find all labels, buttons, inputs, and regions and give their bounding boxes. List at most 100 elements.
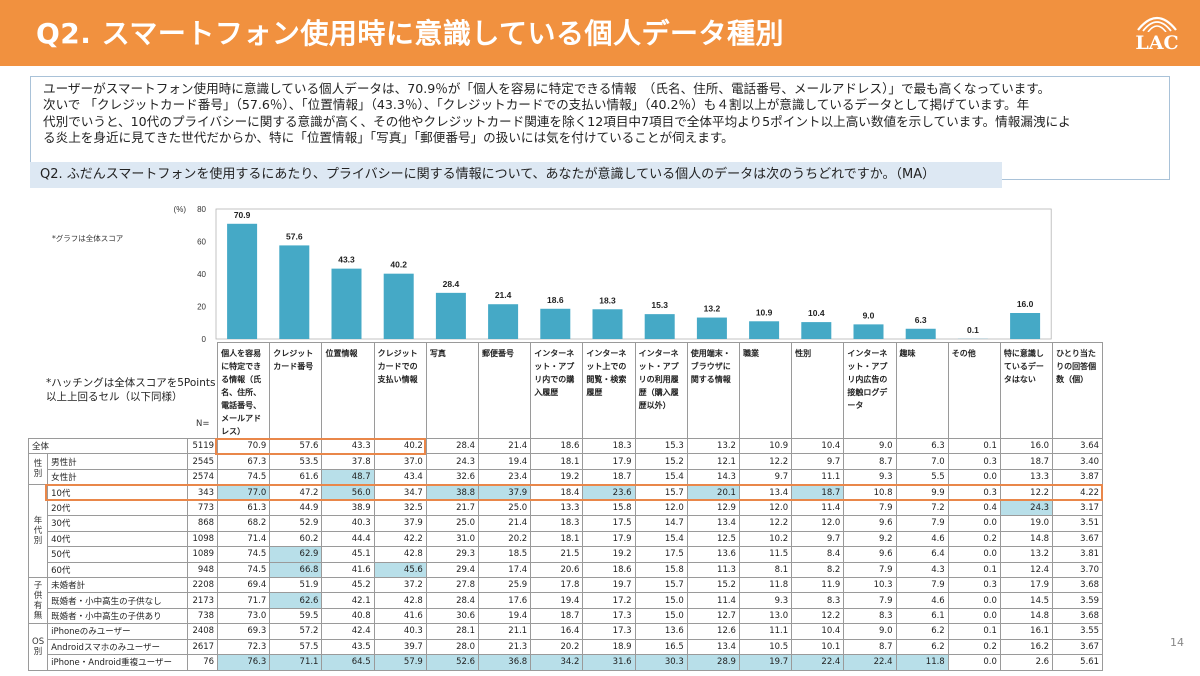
value-cell: 12.2 [738, 515, 793, 532]
value-cell: 21.4 [478, 515, 532, 532]
column-header: クレジットカード番号 [269, 342, 323, 439]
value-cell: 4.22 [1052, 484, 1104, 501]
value-cell: 18.3 [582, 437, 636, 455]
value-cell: 25.9 [478, 576, 532, 594]
value-cell: 10.8 [843, 484, 897, 501]
value-cell: 40.2 [373, 437, 427, 455]
value-cell: 66.8 [269, 561, 323, 578]
bar-value-label: 13.2 [704, 304, 721, 314]
value-cell: 45.1 [321, 546, 375, 563]
value-cell: 0.0 [947, 607, 1001, 625]
bar [435, 292, 466, 339]
value-cell: 6.1 [895, 607, 949, 625]
value-cell: 38.8 [425, 484, 480, 501]
row-label: 既婚者・小中高生の子供あり [47, 607, 189, 625]
value-cell: 13.2 [999, 546, 1054, 563]
value-cell: 17.9 [582, 453, 636, 470]
value-cell: 38.9 [321, 499, 375, 517]
value-cell: 9.9 [895, 484, 949, 501]
value-cell: 10.9 [738, 437, 793, 455]
value-cell: 15.4 [634, 530, 688, 548]
value-cell: 42.8 [373, 546, 427, 563]
value-cell: 71.1 [269, 654, 323, 671]
header-bar: Q2. スマートフォン使用時に意識している個人データ種別 LAC [0, 0, 1200, 66]
value-cell: 11.1 [738, 623, 793, 640]
table-row: 子供有無 未婚者計 2208 69.4 51.9 45.2 37.2 27.8 25.9 17.8… [27, 576, 1104, 625]
value-cell: 3.81 [1052, 546, 1104, 563]
value-cell: 19.4 [478, 453, 532, 470]
row-label: 全体 [27, 437, 189, 455]
value-cell: 73.0 [217, 607, 271, 625]
column-header: 性別 [791, 342, 845, 439]
row-label: 50代 [47, 546, 189, 563]
value-cell: 9.3 [738, 592, 793, 609]
column-header: 写真 [425, 342, 480, 439]
value-cell: 19.4 [478, 607, 532, 625]
sample-size-cell: 948 [187, 561, 219, 578]
value-cell: 39.7 [373, 638, 427, 656]
column-header: ひとり当たりの回答個数（個） [1052, 342, 1104, 439]
value-cell: 17.3 [582, 623, 636, 640]
value-cell: 11.1 [791, 468, 845, 486]
value-cell: 12.2 [738, 453, 793, 470]
value-cell: 21.5 [530, 546, 584, 563]
value-cell: 34.2 [530, 654, 584, 671]
row-label: 30代 [47, 515, 189, 532]
value-cell: 5.61 [1052, 654, 1104, 671]
value-cell: 71.7 [217, 592, 271, 609]
value-cell: 12.0 [791, 515, 845, 532]
value-cell: 9.0 [843, 437, 897, 455]
value-cell: 13.4 [686, 515, 740, 532]
value-cell: 17.3 [582, 607, 636, 625]
value-cell: 23.4 [478, 468, 532, 486]
value-cell: 18.6 [582, 561, 636, 578]
value-cell: 31.0 [425, 530, 480, 548]
bar-value-label: 16.0 [1017, 299, 1034, 309]
value-cell: 11.5 [738, 546, 793, 563]
value-cell: 3.87 [1052, 468, 1104, 486]
value-cell: 8.3 [791, 592, 845, 609]
value-cell: 0.0 [947, 546, 1001, 563]
value-cell: 52.6 [425, 654, 480, 671]
value-cell: 15.7 [634, 484, 688, 501]
value-cell: 69.3 [217, 623, 271, 640]
column-header: クレジットカードでの支払い情報 [373, 342, 427, 439]
value-cell: 36.8 [478, 654, 532, 671]
bar-value-label: 15.3 [651, 300, 668, 310]
row-label: Androidスマホのみユーザー [47, 638, 189, 656]
value-cell: 32.6 [425, 468, 480, 486]
value-cell: 31.6 [582, 654, 636, 671]
value-cell: 40.3 [321, 515, 375, 532]
value-cell: 17.8 [530, 576, 584, 594]
value-cell: 0.2 [947, 530, 1001, 548]
value-cell: 43.5 [321, 638, 375, 656]
value-cell: 68.2 [217, 515, 271, 532]
bar [488, 304, 519, 339]
value-cell: 9.3 [843, 468, 897, 486]
y-tick-label: 80 [197, 205, 206, 214]
value-cell: 27.8 [425, 576, 480, 594]
value-cell: 14.8 [999, 607, 1054, 625]
value-cell: 9.0 [843, 623, 897, 640]
value-cell: 12.0 [634, 499, 688, 517]
value-cell: 25.0 [425, 515, 480, 532]
value-cell: 0.0 [947, 654, 1001, 671]
value-cell: 12.7 [686, 607, 740, 625]
value-cell: 71.4 [217, 530, 271, 548]
column-header: 特に意識しているデータはない [999, 342, 1054, 439]
table-row: 女性計 2574 74.5 61.6 48.7 43.4 32.6 23.4 19.2 18.7 1… [29, 468, 1104, 486]
value-cell: 15.8 [582, 499, 636, 517]
value-cell: 42.2 [373, 530, 427, 548]
value-cell: 44.9 [269, 499, 323, 517]
sample-size-cell: 2617 [187, 638, 219, 656]
summary-line: 次いで 「クレジットカード番号」（57.6％）、「位置情報」（43.3％）、「ク… [43, 97, 1030, 113]
value-cell: 13.0 [738, 607, 793, 625]
column-header: インターネット・アプリ内での購入履歴 [530, 342, 584, 439]
value-cell: 3.68 [1052, 576, 1104, 594]
sample-size-cell: 773 [187, 499, 219, 517]
group-label: OS別 [27, 623, 49, 671]
plot-frame [215, 208, 1052, 340]
value-cell: 28.1 [425, 623, 480, 640]
value-cell: 40.3 [373, 623, 427, 640]
table-row: 40代 1098 71.4 60.2 44.4 42.2 31.0 20.2 18.1 17.9 1… [29, 530, 1104, 548]
